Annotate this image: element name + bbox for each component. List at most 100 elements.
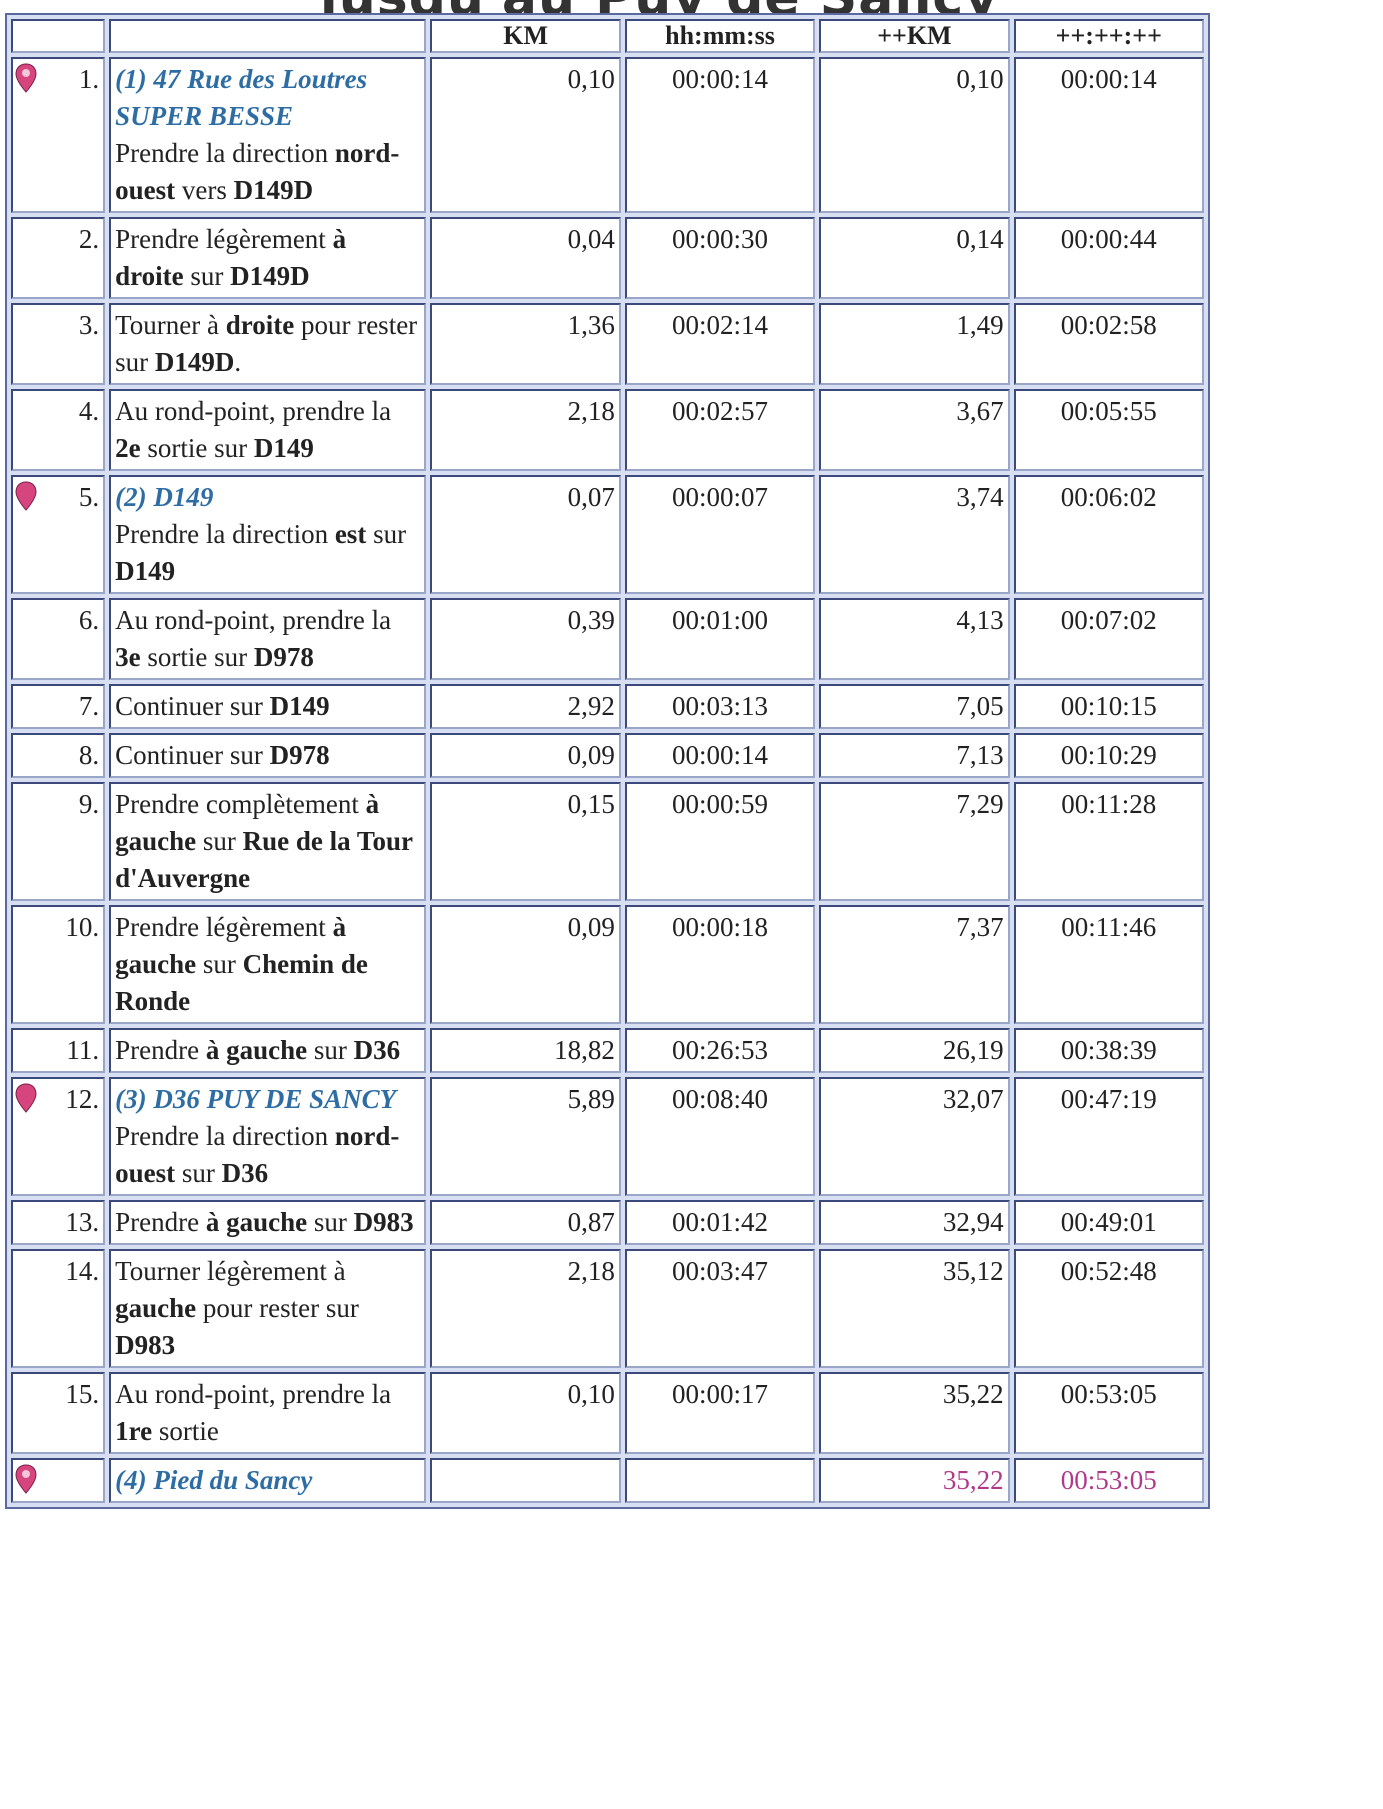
cumulative-distance-cell: 7,05 xyxy=(819,684,1010,729)
step-number: 10. xyxy=(65,912,100,942)
waypoint-title: (3) D36 PUY DE SANCY xyxy=(115,1084,397,1114)
step-number: 5. xyxy=(78,482,100,512)
distance-cell: 0,07 xyxy=(430,475,621,594)
header-row: KM hh:mm:ss ++KM ++:++:++ xyxy=(11,19,1204,53)
waypoint-pin-icon xyxy=(15,1083,37,1113)
cumulative-duration-cell: 00:53:05 xyxy=(1013,1458,1204,1503)
instruction-fragment: Prendre la direction xyxy=(115,138,335,168)
duration-cell: 00:02:57 xyxy=(624,389,816,471)
instruction-emphasis: à gauche xyxy=(205,1035,308,1065)
duration-cell: 00:01:00 xyxy=(624,598,816,680)
instruction-emphasis: D36 xyxy=(221,1158,269,1188)
instruction-fragment: Prendre complètement xyxy=(115,789,366,819)
instruction-fragment: Au rond-point, prendre la xyxy=(115,1379,392,1409)
cumulative-distance-cell: 26,19 xyxy=(819,1028,1010,1073)
route-row: 5. (2) D149 Prendre la direction est sur D… xyxy=(11,475,1204,594)
header-cell-instruction xyxy=(109,19,427,53)
cumulative-duration-cell: 00:38:39 xyxy=(1013,1028,1204,1073)
instruction-fragment: sur xyxy=(196,826,243,856)
instruction-text: Prendre la direction nord-ouest sur D36 xyxy=(115,1118,420,1192)
instruction-cell: Prendre légèrement à gauche sur Chemin d… xyxy=(109,905,427,1024)
cumulative-duration-cell: 00:06:02 xyxy=(1013,475,1204,594)
route-row: 14. Tourner légèrement à gauche pour rest… xyxy=(11,1249,1204,1368)
instruction-cell: Tourner légèrement à gauche pour rester … xyxy=(109,1249,427,1368)
cumulative-distance-cell: 3,67 xyxy=(819,389,1010,471)
instruction-emphasis: D149 xyxy=(253,433,314,463)
distance-cell: 0,10 xyxy=(430,57,621,213)
instruction-text: Continuer sur D149 xyxy=(115,688,420,725)
route-row: 9. Prendre complètement à gauche sur Rue … xyxy=(11,782,1204,901)
step-number-cell: 1. xyxy=(11,57,106,213)
step-number: 4. xyxy=(78,396,100,426)
step-number: 3. xyxy=(78,310,100,340)
instruction-cell: Prendre à gauche sur D983 xyxy=(109,1200,427,1245)
header-time: hh:mm:ss xyxy=(624,19,816,53)
cumulative-distance-cell: 35,22 xyxy=(819,1458,1010,1503)
distance-cell xyxy=(430,1458,621,1503)
cumulative-duration-cell: 00:10:15 xyxy=(1013,684,1204,729)
distance-cell: 0,15 xyxy=(430,782,621,901)
step-number: 1. xyxy=(78,64,100,94)
step-number-cell: 2. xyxy=(11,217,106,299)
instruction-emphasis: 2e xyxy=(115,433,141,463)
step-number-cell: 5. xyxy=(11,475,106,594)
instruction-emphasis: gauche xyxy=(115,1293,197,1323)
duration-cell xyxy=(624,1458,816,1503)
instruction-cell: Continuer sur D978 xyxy=(109,733,427,778)
header-cell-index xyxy=(11,19,106,53)
distance-cell: 2,18 xyxy=(430,1249,621,1368)
instruction-text: Tourner à droite pour rester sur D149D. xyxy=(115,307,420,381)
instruction-text: Prendre la direction nord-ouest vers D14… xyxy=(115,135,420,209)
duration-cell: 00:08:40 xyxy=(624,1077,816,1196)
instruction-text: Prendre légèrement à droite sur D149D xyxy=(115,221,420,295)
route-row: 6. Au rond-point, prendre la 3e sortie su… xyxy=(11,598,1204,680)
instruction-cell: (4) Pied du Sancy xyxy=(109,1458,427,1503)
route-row: 1. (1) 47 Rue des Loutres SUPER BESSE Pren… xyxy=(11,57,1204,213)
instruction-text: Prendre légèrement à gauche sur Chemin d… xyxy=(115,909,420,1020)
instruction-fragment: sortie xyxy=(152,1416,219,1446)
instruction-fragment: sur xyxy=(307,1035,354,1065)
cumulative-duration-cell: 00:47:19 xyxy=(1013,1077,1204,1196)
cumulative-distance-cell: 3,74 xyxy=(819,475,1010,594)
cumulative-distance-cell: 0,14 xyxy=(819,217,1010,299)
instruction-fragment: Prendre la direction xyxy=(115,1121,335,1151)
route-row: 10. Prendre légèrement à gauche sur Chemi… xyxy=(11,905,1204,1024)
route-row: 12. (3) D36 PUY DE SANCY Prendre la direct… xyxy=(11,1077,1204,1196)
instruction-emphasis: D149 xyxy=(269,691,330,721)
cumulative-duration-cell: 00:10:29 xyxy=(1013,733,1204,778)
waypoint-pin-icon xyxy=(15,481,37,511)
instruction-emphasis: Chemin de Ronde xyxy=(115,949,368,1016)
instruction-fragment: Continuer sur xyxy=(115,740,270,770)
cumulative-distance-cell: 0,10 xyxy=(819,57,1010,213)
instruction-text: Prendre à gauche sur D36 xyxy=(115,1032,420,1069)
instruction-fragment: Prendre légèrement xyxy=(115,224,333,254)
cumulative-duration-cell: 00:53:05 xyxy=(1013,1372,1204,1454)
waypoint-title: (2) D149 xyxy=(115,482,214,512)
instruction-text: Prendre à gauche sur D983 xyxy=(115,1204,420,1241)
instruction-cell: (3) D36 PUY DE SANCY Prendre la direction… xyxy=(109,1077,427,1196)
instruction-emphasis: D36 xyxy=(353,1035,401,1065)
route-row: (4) Pied du Sancy 35,22 00:53:05 xyxy=(11,1458,1204,1503)
cumulative-distance-cell: 32,94 xyxy=(819,1200,1010,1245)
step-number: 2. xyxy=(78,224,100,254)
step-number: 15. xyxy=(65,1379,100,1409)
instruction-fragment: Prendre légèrement xyxy=(115,912,333,942)
duration-cell: 00:26:53 xyxy=(624,1028,816,1073)
step-number-cell: 9. xyxy=(11,782,106,901)
end-pin-icon xyxy=(15,1464,37,1494)
instruction-emphasis: D149D xyxy=(230,261,310,291)
instruction-emphasis: à gauche xyxy=(115,789,380,856)
step-number: 12. xyxy=(65,1084,100,1114)
instruction-text: Prendre la direction est sur D149 xyxy=(115,516,420,590)
distance-cell: 0,87 xyxy=(430,1200,621,1245)
instruction-cell: Prendre légèrement à droite sur D149D xyxy=(109,217,427,299)
instruction-cell: (2) D149 Prendre la direction est sur D14… xyxy=(109,475,427,594)
duration-cell: 00:00:14 xyxy=(624,57,816,213)
instruction-fragment: Tourner légèrement à xyxy=(115,1256,346,1286)
instruction-fragment: sortie sur xyxy=(140,433,254,463)
route-table: KM hh:mm:ss ++KM ++:++:++ 1. (1) 47 Rue d… xyxy=(5,13,1210,1509)
cumulative-duration-cell: 00:07:02 xyxy=(1013,598,1204,680)
cumulative-distance-cell: 4,13 xyxy=(819,598,1010,680)
step-number: 14. xyxy=(65,1256,100,1286)
instruction-fragment: Prendre xyxy=(115,1207,206,1237)
